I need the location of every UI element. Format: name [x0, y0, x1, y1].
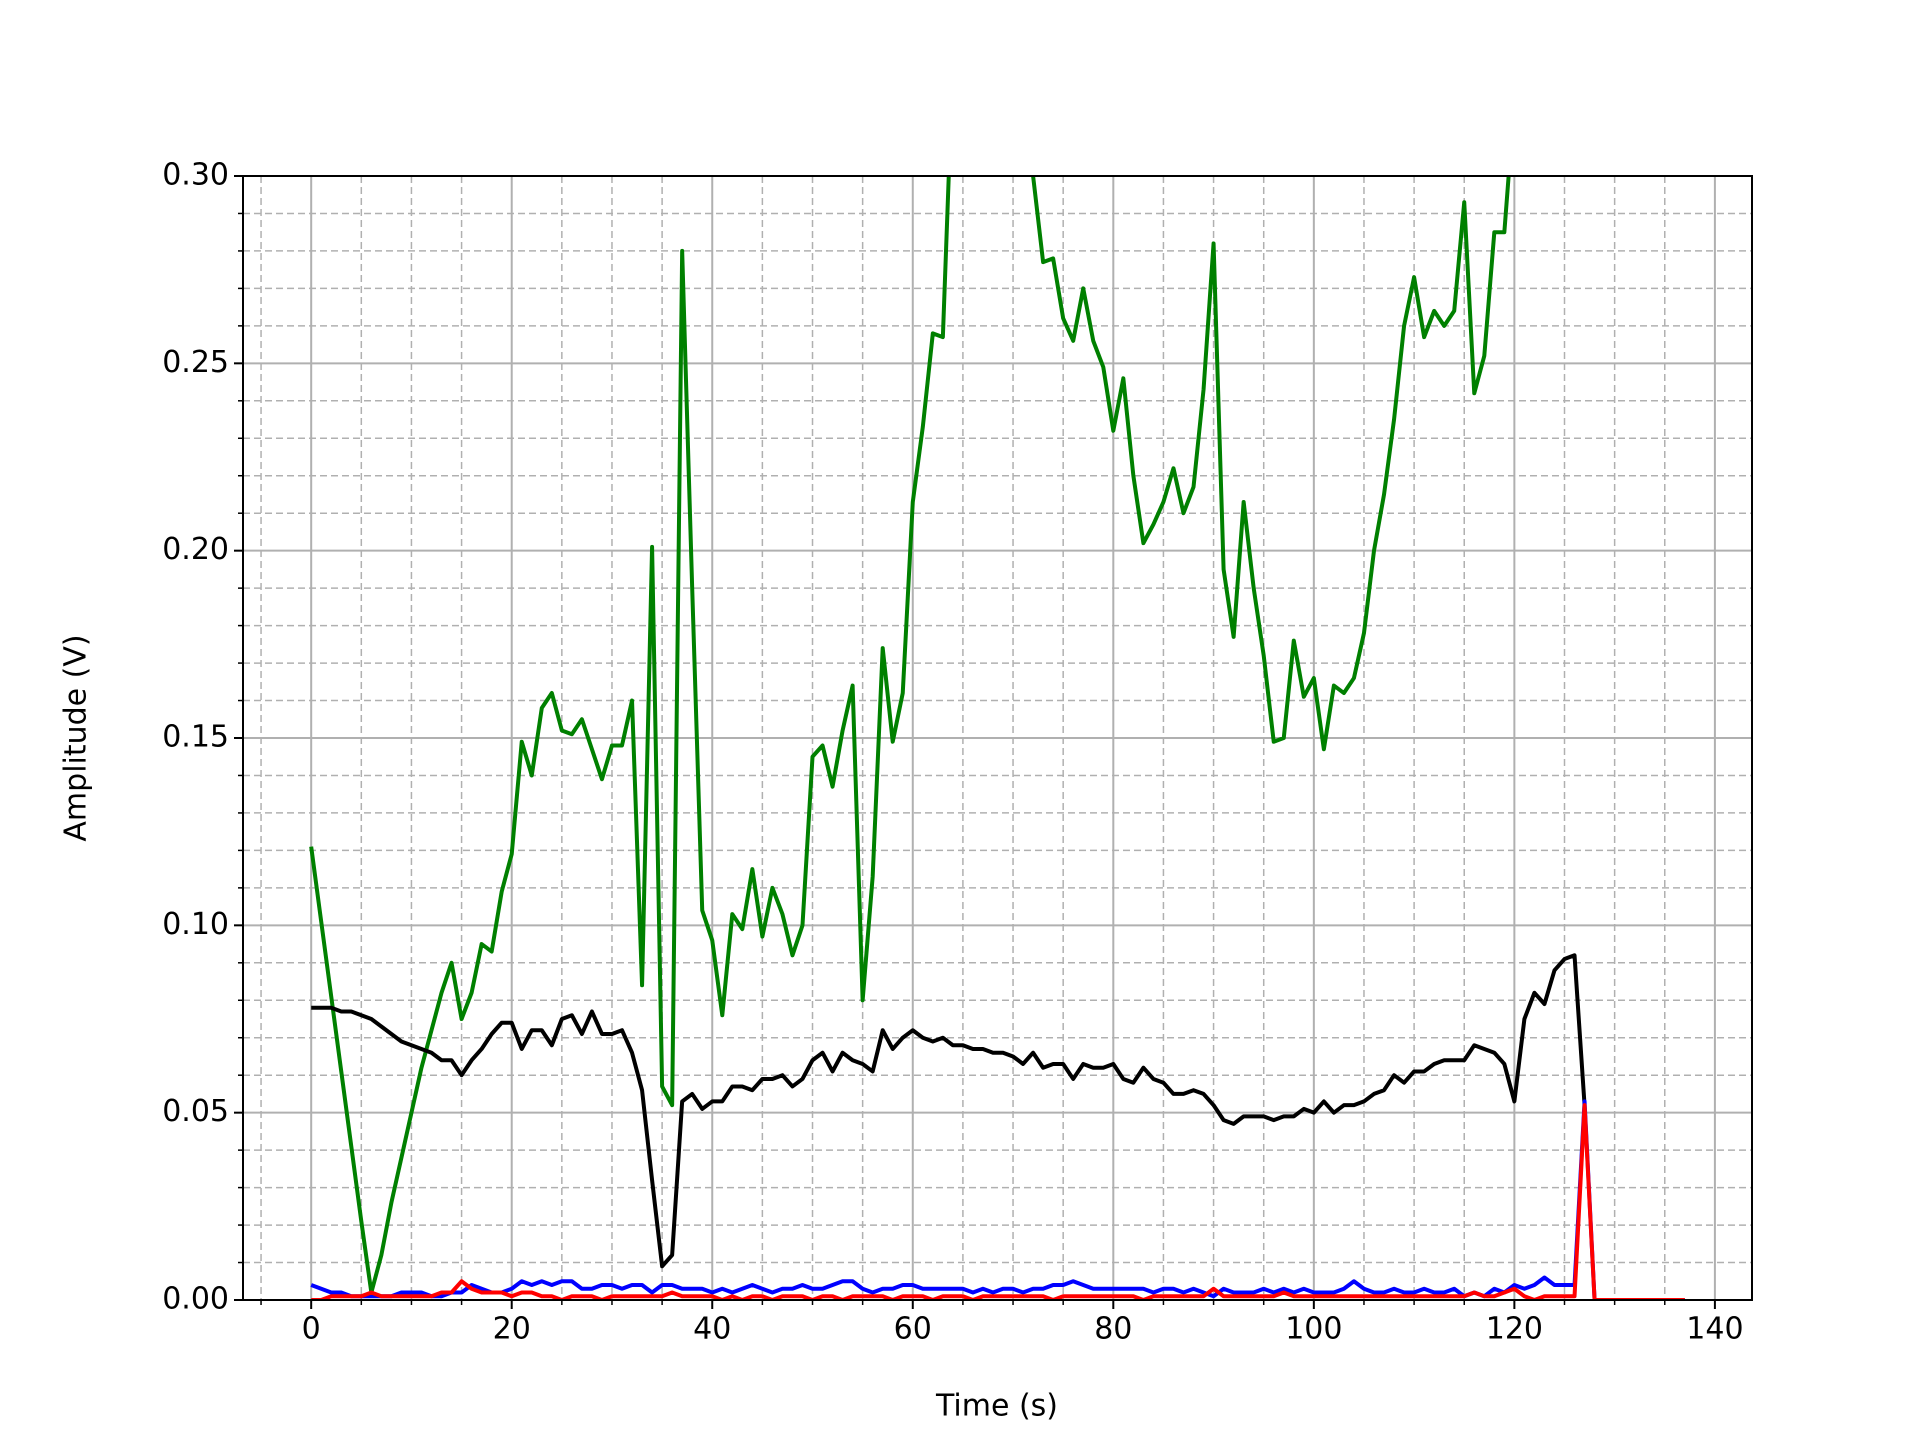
y-tick-label: 0.30	[162, 158, 229, 193]
x-tick-label: 140	[1686, 1312, 1743, 1347]
plot-area	[309, 176, 1685, 1300]
y-tick-label: 0.00	[162, 1282, 229, 1317]
x-tick-label: 120	[1486, 1312, 1543, 1347]
y-tick-label: 0.05	[162, 1094, 229, 1129]
x-tick-label: 60	[894, 1312, 932, 1347]
x-tick-label: 80	[1094, 1312, 1132, 1347]
ticks: 0 20 40 60 80 100 120 140 0.00 0.05 0.10 0.15 0.20 0.…	[162, 158, 1743, 1347]
y-tick-label: 0.20	[162, 532, 229, 567]
series-line	[309, 176, 1511, 1295]
series-line	[311, 953, 1587, 1269]
x-tick-label: 0	[302, 1312, 321, 1347]
y-tick-label: 0.25	[162, 345, 229, 380]
y-tick-label: 0.10	[162, 907, 229, 942]
x-tick-label: 40	[693, 1312, 731, 1347]
x-tick-label: 20	[493, 1312, 531, 1347]
series-line	[311, 1103, 1685, 1300]
y-axis-label: Amplitude (V)	[59, 634, 94, 841]
x-tick-label: 100	[1285, 1312, 1342, 1347]
series-line	[310, 1099, 1685, 1300]
x-axis-label: Time (s)	[935, 1389, 1058, 1424]
y-tick-label: 0.15	[162, 720, 229, 755]
